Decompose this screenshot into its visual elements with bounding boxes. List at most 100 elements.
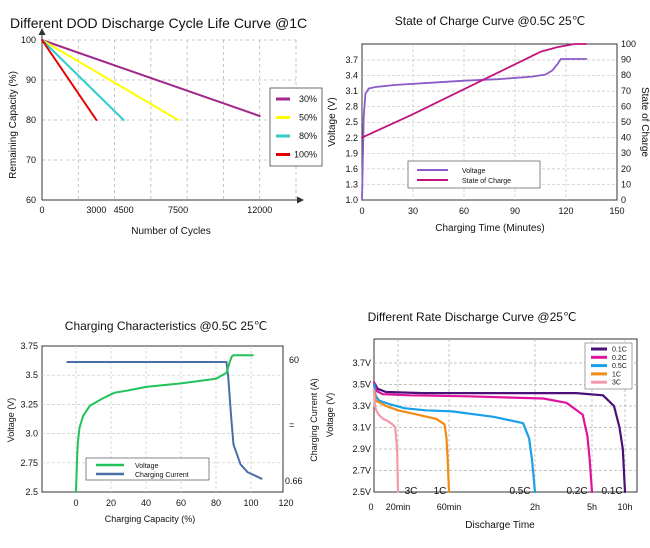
gridlines (42, 39, 297, 200)
y2-tick-label: 100 (621, 39, 636, 49)
series-line (372, 388, 451, 494)
rate-discharge-chart: Different Rate Discharge Curve @25℃ 0 20mi… (325, 310, 638, 531)
legend-label: 0.1C (612, 347, 627, 354)
y2-tick-label: 0.66 (285, 476, 303, 486)
x-tick-label: 60 (176, 498, 186, 508)
y-tick-label: 60 (26, 195, 36, 205)
chart-title: Different Rate Discharge Curve @25℃ (368, 310, 577, 324)
y-tick-label: 2.9V (352, 444, 371, 454)
curve-end-label: 0.2C (566, 486, 587, 497)
x-axis-title: Discharge Time (465, 520, 535, 531)
x-tick-label: 0 (39, 205, 44, 215)
series-line (372, 381, 594, 494)
legend: 30% 50% 80% 100% (269, 87, 323, 167)
y-tick-label: 2.75 (20, 458, 38, 468)
y2-tick-label: 60 (289, 355, 299, 365)
y-tick-label: 80 (26, 115, 36, 125)
x-tick-label: 2h (530, 502, 540, 512)
curve-end-label: 0.1C (601, 486, 622, 497)
y-tick-label: 3.1 (345, 86, 358, 96)
x-tick-label: 0 (73, 498, 78, 508)
y-tick-label: 3.7 (345, 55, 358, 65)
y-axis-arrow (38, 28, 46, 35)
series-line (41, 39, 125, 121)
chart-title: Charging Characteristics @0.5C 25℃ (65, 319, 267, 333)
state-of-charge-chart: State of Charge Curve @0.5C 25℃ 0 30 60 90 12… (327, 14, 650, 234)
y2-tick-label: 30 (621, 148, 631, 158)
x-axis-title: Charging Time (Minutes) (435, 223, 544, 234)
legend-label: Voltage (135, 463, 158, 470)
y-axis-title: Remaining Capacity (%) (8, 71, 19, 179)
x-tick-label: 10h (617, 502, 632, 512)
x-axis-title: Number of Cycles (131, 226, 210, 237)
y2-tick-label: 0 (621, 195, 626, 205)
x-tick-label: 7500 (168, 205, 188, 215)
x-tick-label: 80 (211, 498, 221, 508)
curve-end-label: 1C (434, 486, 447, 497)
legend: Voltage Charging Current (85, 457, 210, 481)
series-line (41, 39, 98, 121)
x-tick-label: 120 (278, 498, 293, 508)
y-axis-title: Voltage (V) (6, 398, 16, 443)
series-line (372, 381, 627, 494)
y-tick-label: 1.6 (345, 164, 358, 174)
y2-axis-title: Charging Current (A) (309, 378, 319, 462)
y2-tick-label: 80 (621, 70, 631, 80)
y-tick-label: 1.0 (345, 195, 358, 205)
x-tick-label: 100 (243, 498, 258, 508)
y-tick-label: 1.3 (345, 179, 358, 189)
x-tick-label: 40 (141, 498, 151, 508)
y-tick-label: 1.9 (345, 148, 358, 158)
plot-frame (41, 345, 284, 493)
y-tick-label: 2.7V (352, 466, 371, 476)
y2-tick-label: 10 (621, 179, 631, 189)
x-tick-label: 30 (408, 206, 418, 216)
y2-tick-label: 40 (621, 133, 631, 143)
y-tick-label: 70 (26, 155, 36, 165)
charging-characteristics-chart: Charging Characteristics @0.5C 25℃ 0 20 40 6… (6, 319, 319, 524)
y-axis-title: Voltage (V) (327, 97, 338, 146)
y2-axis-title: State of Charge (639, 87, 650, 157)
series-line-voltage (75, 354, 254, 493)
legend-label: 1C (612, 371, 621, 378)
legend-box (407, 160, 541, 189)
y2-tick-label: 50 (621, 117, 631, 127)
x-tick-label: 20 (106, 498, 116, 508)
y-tick-label: 3.25 (20, 399, 38, 409)
curve-end-label: 3C (405, 486, 418, 497)
y-tick-label: 100 (21, 35, 36, 45)
y2-tick-label: = (289, 420, 294, 430)
y-tick-label: 3.3V (352, 401, 371, 411)
x-tick-label: 90 (510, 206, 520, 216)
legend-label: 3C (612, 380, 621, 387)
y-tick-label: 2.2 (345, 133, 358, 143)
y2-tick-label: 20 (621, 164, 631, 174)
legend-label: Voltage (462, 168, 485, 175)
chart-title: Different DOD Discharge Cycle Life Curve… (10, 15, 307, 31)
y-tick-label: 3.5V (352, 380, 371, 390)
legend: Voltage State of Charge (407, 160, 541, 189)
series-line-state-of-charge (361, 43, 588, 139)
y-tick-label: 2.5 (345, 117, 358, 127)
curve-end-label: 0.5C (509, 486, 530, 497)
x-tick-label: 120 (558, 206, 573, 216)
plot-frame (373, 338, 638, 493)
legend-label: 80% (299, 131, 317, 141)
y2-tick-label: 70 (621, 86, 631, 96)
y-axis-title: Voltage (V) (325, 393, 335, 438)
series-line (41, 39, 180, 121)
y-tick-label: 2.5V (352, 487, 371, 497)
x-tick-label: 3000 (86, 205, 106, 215)
legend-label: Charging Current (135, 472, 189, 479)
x-tick-label: 4500 (114, 205, 134, 215)
x-tick-label: 0 (368, 502, 373, 512)
x-tick-label: 150 (609, 206, 624, 216)
y-tick-label: 3.0 (25, 429, 38, 439)
series-line (372, 383, 537, 494)
series-line (372, 388, 400, 494)
gridlines (374, 339, 637, 492)
y-tick-label: 2.5 (25, 487, 38, 497)
series-line-voltage (361, 58, 588, 201)
x-tick-label: 60 (459, 206, 469, 216)
